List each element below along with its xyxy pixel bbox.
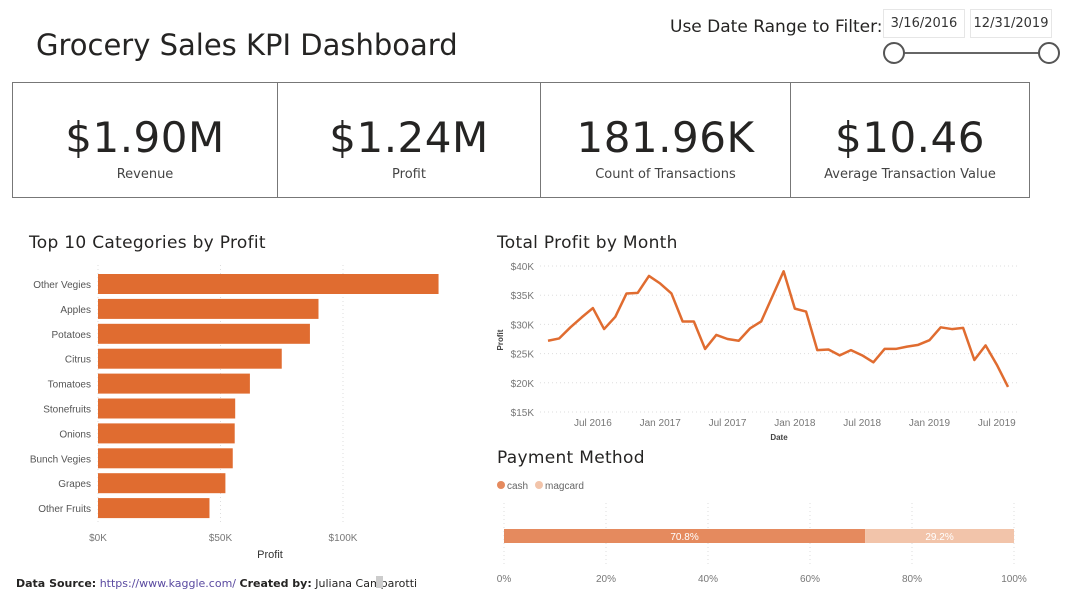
category-label: Citrus <box>65 355 91 366</box>
bar <box>98 298 319 319</box>
kpi-label: Average Transaction Value <box>824 167 996 182</box>
kpi-label: Revenue <box>116 167 174 182</box>
category-label: Potatoes <box>52 330 91 341</box>
kpi-value: $10.46 <box>835 113 985 162</box>
profit-by-month-line-chart: $15K $20K $25K $30K $35K $40K Jul 2016 Jan 2017… <box>496 262 1018 442</box>
kpi-card-profit: $1.24M Profit <box>277 82 541 198</box>
y-tick-label: $15K <box>511 408 535 419</box>
date-range-slider[interactable] <box>880 40 1065 68</box>
y-axis-title: Profit <box>496 329 505 350</box>
y-tick-label: $20K <box>511 379 535 390</box>
x-tick-label: $0K <box>89 533 107 544</box>
y-tick-label: $35K <box>511 291 535 302</box>
bar <box>98 373 250 394</box>
x-tick-label: Jul 2018 <box>843 418 881 429</box>
category-label: Other Fruits <box>38 504 91 515</box>
kpi-value: $1.24M <box>329 113 489 162</box>
bar <box>98 348 282 369</box>
x-tick-label: 60% <box>800 574 820 585</box>
slider-start-handle[interactable] <box>883 42 905 64</box>
legend-marker-magcard <box>535 481 543 489</box>
data-label: 70.8% <box>670 532 698 543</box>
end-date-input[interactable]: 12/31/2019 <box>970 9 1052 38</box>
y-tick-label: $25K <box>511 350 535 361</box>
start-date-input[interactable]: 3/16/2016 <box>883 9 965 38</box>
author-name: Juliana Camparotti <box>315 577 418 590</box>
created-label: Created by: <box>239 577 312 590</box>
top-categories-bar-chart: $0K $50K $100K Other Vegies Apples Potatoes Ci… <box>30 265 439 561</box>
slider-end-handle[interactable] <box>1038 42 1060 64</box>
footer: Data Source: https://www.kaggle.com/ Cre… <box>16 577 417 590</box>
scrollbar-thumb[interactable] <box>376 576 383 588</box>
data-label: 29.2% <box>925 532 953 543</box>
payment-chart-title: Payment Method <box>497 448 645 468</box>
x-tick-label: 20% <box>596 574 616 585</box>
bar <box>98 274 439 294</box>
bar <box>98 423 235 444</box>
x-tick-label: Jan 2017 <box>640 418 682 429</box>
legend-label-magcard: magcard <box>545 481 584 492</box>
bar <box>98 498 210 519</box>
legend-marker-cash <box>497 481 505 489</box>
kpi-value: $1.90M <box>65 113 225 162</box>
page-title: Grocery Sales KPI Dashboard <box>36 28 458 62</box>
x-tick-label: $100K <box>329 533 358 544</box>
x-tick-label: 0% <box>497 574 512 585</box>
category-label: Onions <box>59 429 91 440</box>
x-tick-label: 100% <box>1001 574 1027 585</box>
segment-cash <box>504 529 866 543</box>
kpi-card-avg-transaction: $10.46 Average Transaction Value <box>790 82 1030 198</box>
x-axis-title: Profit <box>257 549 283 561</box>
source-link[interactable]: https://www.kaggle.com/ <box>99 577 236 590</box>
bar <box>98 473 226 494</box>
category-label: Other Vegies <box>33 280 91 291</box>
x-tick-label: 40% <box>698 574 718 585</box>
legend-label-cash: cash <box>507 481 528 492</box>
x-tick-label: $50K <box>209 533 233 544</box>
bar-chart-title: Top 10 Categories by Profit <box>29 233 266 253</box>
bar <box>98 398 236 419</box>
x-tick-label: Jan 2019 <box>909 418 951 429</box>
kpi-label: Count of Transactions <box>595 167 736 182</box>
category-label: Bunch Vegies <box>30 454 91 465</box>
segment-magcard <box>865 529 1014 543</box>
x-tick-label: Jan 2018 <box>774 418 816 429</box>
y-tick-label: $30K <box>511 320 535 331</box>
category-label: Tomatoes <box>48 380 91 391</box>
x-tick-label: Jul 2017 <box>709 418 747 429</box>
category-label: Apples <box>60 305 91 316</box>
profit-line <box>547 270 1010 388</box>
date-filter-label: Use Date Range to Filter: <box>670 17 883 37</box>
x-tick-label: Jul 2019 <box>978 418 1016 429</box>
y-tick-label: $40K <box>511 262 535 273</box>
source-label: Data Source: <box>16 577 97 590</box>
x-tick-label: 80% <box>902 574 922 585</box>
category-label: Stonefruits <box>43 405 91 416</box>
kpi-value: 181.96K <box>576 113 755 162</box>
x-tick-label: Jul 2016 <box>574 418 612 429</box>
x-axis-title: Date <box>770 433 788 442</box>
bar <box>98 448 233 469</box>
kpi-label: Profit <box>392 167 426 182</box>
category-label: Grapes <box>58 479 91 490</box>
line-chart-title: Total Profit by Month <box>497 233 678 253</box>
bar <box>98 323 310 344</box>
